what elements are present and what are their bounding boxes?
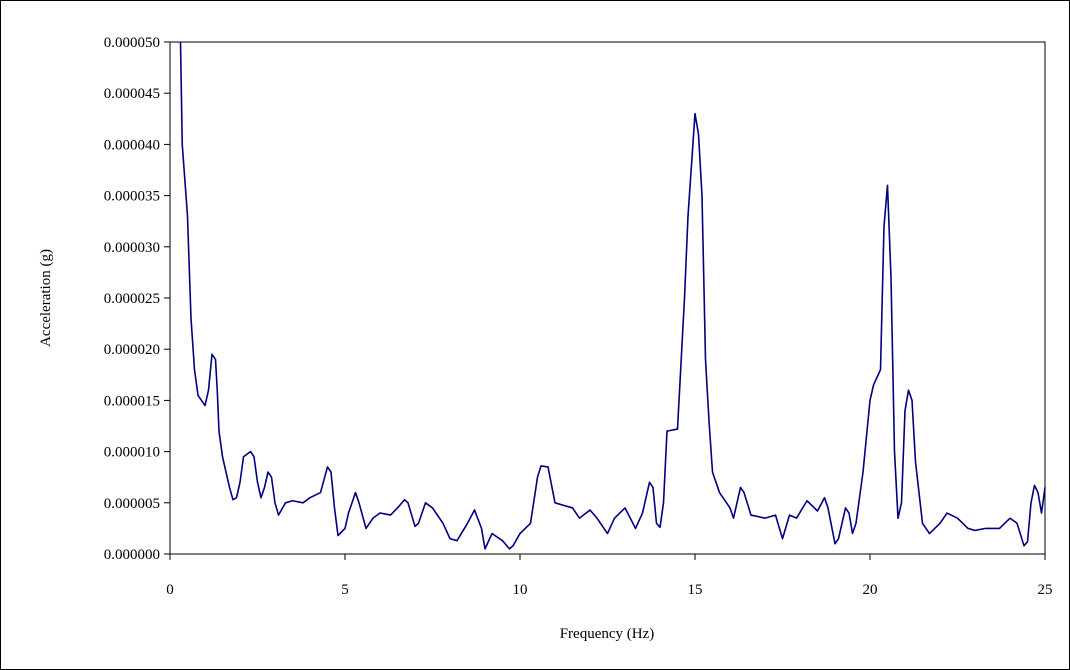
y-tick-label: 0.000005	[104, 496, 160, 512]
x-tick-label: 20	[863, 582, 878, 598]
y-tick-label: 0.000025	[104, 291, 160, 307]
y-tick-label: 0.000020	[104, 342, 160, 358]
y-tick-label: 0.000040	[104, 137, 160, 153]
y-tick-label: 0.000010	[104, 445, 160, 461]
y-tick-label: 0.000030	[104, 240, 160, 256]
y-axis-label: Acceleration (g)	[38, 249, 54, 347]
x-tick-label: 10	[513, 582, 528, 598]
y-tick-label: 0.000000	[104, 547, 160, 563]
x-tick-label: 25	[1038, 582, 1053, 598]
x-tick-label: 15	[688, 582, 703, 598]
y-tick-label: 0.000015	[104, 393, 160, 409]
x-axis-label: Frequency (Hz)	[560, 626, 655, 642]
x-tick-label: 5	[341, 582, 349, 598]
data-line	[179, 41, 1046, 550]
x-tick-label: 0	[166, 582, 174, 598]
y-tick-label: 0.000045	[104, 86, 160, 102]
y-tick-label: 0.000035	[104, 189, 160, 205]
y-tick-label: 0.000050	[104, 35, 160, 51]
